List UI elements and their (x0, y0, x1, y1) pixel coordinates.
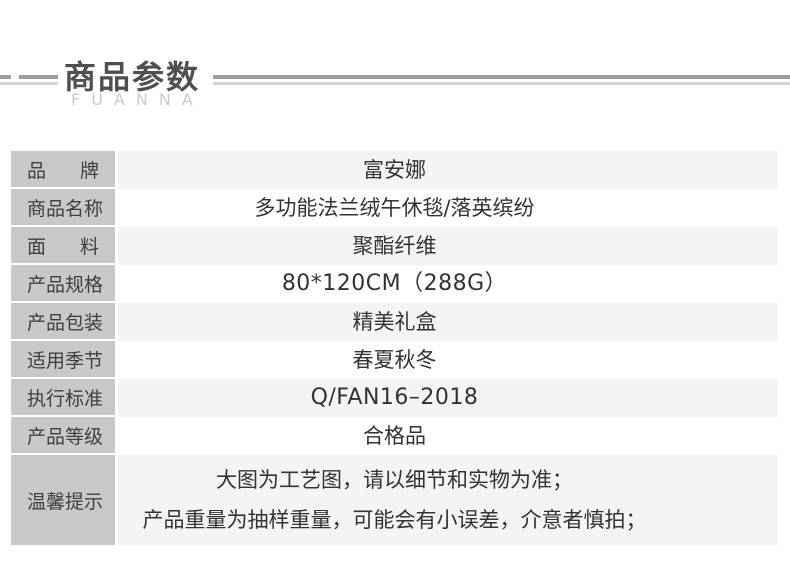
row-value: 大图为工艺图，请以细节和实物为准； 产品重量为抽样重量，可能会有小误差，介意者慎拍… (118, 455, 778, 545)
row-label-char: 节 (84, 349, 104, 372)
right-rule-dark (213, 75, 790, 79)
page-title: 商品参数 (64, 58, 201, 96)
row-label-char: 品 (46, 197, 66, 220)
row-label-char: 温 (27, 490, 47, 513)
table-row: 品牌富安娜 (11, 151, 778, 189)
row-label-char: 品 (27, 159, 47, 182)
brand-name: FUANNA (71, 90, 204, 109)
row-label-char: 料 (79, 235, 99, 258)
left-rule-dark-dash (0, 75, 11, 79)
tip-line: 产品重量为抽样重量，可能会有小误差，介意者慎拍； (142, 508, 647, 532)
row-value: 聚酯纤维 (118, 227, 778, 265)
table-row: 商品名称 多功能法兰绒午休毯/落英缤纷 (11, 189, 778, 227)
row-value: Q/FAN16–2018 (118, 379, 778, 417)
right-rule-light (213, 82, 790, 85)
row-label-char: 称 (84, 197, 104, 220)
row-label: 温馨提示 (11, 455, 115, 545)
table-row: 产品等级 合格品 (11, 417, 778, 455)
row-label-char: 产 (27, 425, 47, 448)
row-label-char: 名 (65, 197, 85, 220)
table-row: 适用季节 春夏秋冬 (11, 341, 778, 379)
row-label: 产品等级 (11, 417, 115, 453)
left-rule-dark-segment (19, 75, 58, 79)
row-label-char: 标 (65, 387, 85, 410)
row-label-char: 产 (27, 311, 47, 334)
row-label-char: 牌 (79, 159, 99, 182)
row-label-char: 商 (27, 197, 47, 220)
row-label: 面料 (11, 227, 115, 263)
tip-line: 大图为工艺图，请以细节和实物为准； (216, 468, 573, 492)
row-label-char: 包 (65, 311, 85, 334)
row-label-char: 级 (84, 425, 104, 448)
row-label-char: 用 (46, 349, 66, 372)
row-label-char: 行 (46, 387, 66, 410)
row-label-char: 面 (27, 235, 47, 258)
row-label: 商品名称 (11, 189, 115, 225)
row-label-char: 准 (84, 387, 104, 410)
row-label: 产品规格 (11, 265, 115, 301)
row-label-char: 品 (46, 311, 66, 334)
row-value: 多功能法兰绒午休毯/落英缤纷 (254, 196, 535, 220)
row-value: 富安娜 (118, 151, 778, 189)
left-rule-light (0, 82, 58, 85)
row-label-char: 规 (65, 273, 85, 296)
row-value: 精美礼盒 (118, 303, 778, 341)
row-label: 品牌 (11, 151, 115, 187)
row-label: 适用季节 (11, 341, 115, 377)
table-row: 温馨提示 大图为工艺图，请以细节和实物为准； 产品重量为抽样重量，可能会有小误差，介… (11, 455, 778, 545)
row-label-char: 季 (65, 349, 85, 372)
row-label-char: 品 (46, 273, 66, 296)
row-label: 产品包装 (11, 303, 115, 339)
row-label-char: 等 (65, 425, 85, 448)
row-label-char: 装 (84, 311, 104, 334)
table-row: 产品规格 80*120CM（288G） (11, 265, 778, 303)
row-label-char: 馨 (46, 490, 66, 513)
table-row: 执行标准 Q/FAN16–2018 (11, 379, 778, 417)
row-value: 合格品 (363, 424, 426, 448)
table-row: 产品包装精美礼盒 (11, 303, 778, 341)
row-label: 执行标准 (11, 379, 115, 415)
row-label-char: 执 (27, 387, 47, 410)
row-label-char: 格 (84, 273, 104, 296)
row-label-char: 品 (46, 425, 66, 448)
row-label-char: 产 (27, 273, 47, 296)
row-label-char: 示 (84, 490, 104, 513)
row-value: 80*120CM（288G） (281, 271, 508, 296)
row-label-char: 适 (27, 349, 47, 372)
row-value: 春夏秋冬 (352, 348, 437, 372)
table-row: 面料聚酯纤维 (11, 227, 778, 265)
spec-table: 品牌富安娜商品名称多功能法兰绒午休毯/落英缤纷面料聚酯纤维产品规格 80*120C… (11, 151, 778, 545)
row-label-char: 提 (65, 490, 85, 513)
